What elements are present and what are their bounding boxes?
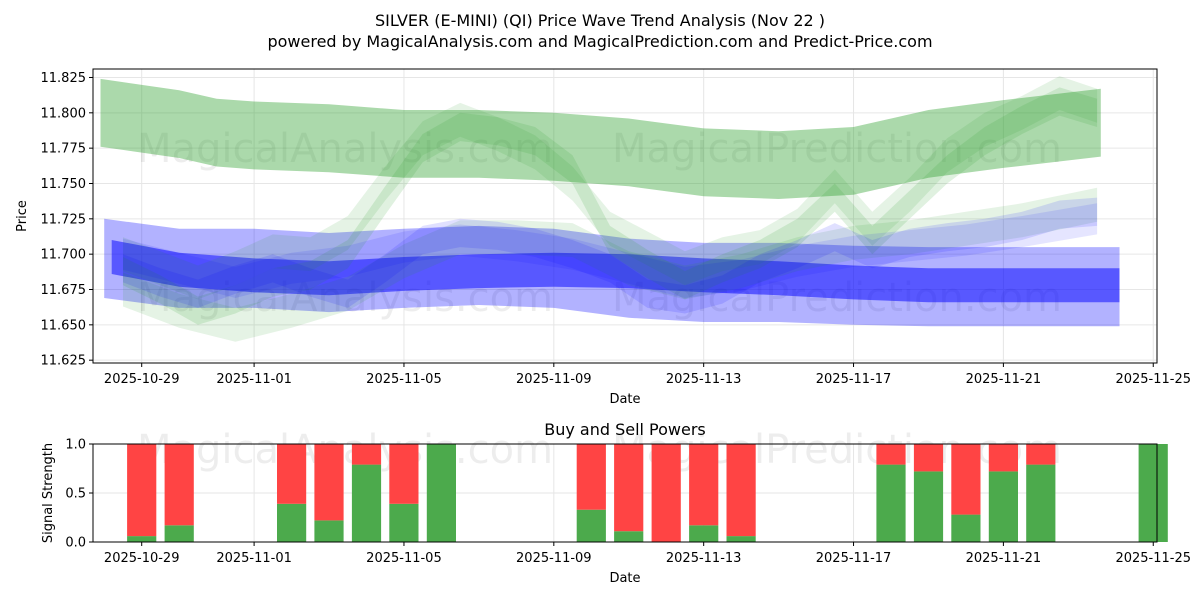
chart-title: SILVER (E-MINI) (QI) Price Wave Trend An… [375, 11, 825, 30]
sell-bar [127, 444, 157, 537]
sell-bar [614, 444, 644, 532]
x-tick-label: 2025-11-17 [816, 372, 892, 387]
x-tick-label: 2025-10-29 [104, 551, 180, 566]
sell-bar [277, 444, 307, 504]
buy-bar [689, 525, 719, 542]
wave-blue-1 [123, 197, 1098, 314]
price-axes-frame [92, 68, 1158, 364]
y-tick-label: 1.0 [65, 438, 86, 453]
wave-green-1 [123, 87, 1098, 325]
buy-bar [1026, 464, 1056, 542]
x-tick-label: 2025-11-21 [966, 551, 1042, 566]
y-tick-label: 11.675 [41, 283, 87, 298]
signal-y-ticks: 0.0 0.5 1.0 [65, 438, 93, 551]
y-tick-label: 11.800 [41, 106, 87, 121]
x-tick-label: 2025-11-01 [216, 372, 292, 387]
buy-bar [426, 444, 456, 542]
y-tick-label: 11.725 [41, 212, 87, 227]
sell-bar [876, 444, 906, 465]
price-x-axis-label: Date [609, 392, 640, 407]
signal-bars [127, 444, 1168, 542]
x-tick-label: 2025-11-21 [966, 372, 1042, 387]
buy-bar [164, 525, 194, 542]
y-tick-label: 11.625 [41, 354, 87, 369]
x-tick-label: 2025-11-05 [366, 551, 442, 566]
signal-x-ticks: 2025-10-29 2025-11-01 2025-11-05 2025-11-09… [104, 542, 1191, 566]
sell-bar [1026, 444, 1056, 465]
sell-bar [314, 444, 344, 521]
watermark-text: MagicalPrediction.com [612, 126, 1062, 172]
buy-sell-panel: Buy and Sell Powers MagicalAnalysis.com … [41, 420, 1191, 586]
buy-bar [951, 514, 981, 542]
buy-bar [351, 464, 382, 542]
signal-y-axis-label: Signal Strength [41, 443, 56, 543]
wave-green-2 [123, 76, 1098, 300]
chart-subtitle: powered by MagicalAnalysis.com and Magic… [267, 32, 932, 51]
sell-bar [689, 444, 719, 526]
y-tick-label: 11.775 [41, 142, 87, 157]
buy-bar [576, 509, 606, 542]
x-tick-label: 2025-11-25 [1115, 551, 1191, 566]
price-wave-panel: MagicalAnalysis.com MagicalPrediction.co… [15, 68, 1191, 407]
x-tick-label: 2025-11-13 [666, 551, 742, 566]
sell-bar [389, 444, 419, 504]
x-tick-label: 2025-11-17 [816, 551, 892, 566]
price-bands [100, 76, 1120, 342]
price-x-ticks: 2025-10-29 2025-11-01 2025-11-05 2025-11-09… [104, 363, 1191, 387]
sell-bar [726, 444, 756, 537]
wave-blue-2 [123, 203, 1098, 298]
buy-bar [988, 471, 1018, 542]
price-y-ticks: 11.625 11.650 11.675 11.700 11.725 11.750 11.7… [41, 71, 93, 369]
y-tick-label: 0.5 [65, 487, 86, 502]
sell-bar [913, 444, 944, 472]
watermark-text: MagicalPrediction.com [612, 427, 1062, 473]
buy-bar [726, 536, 756, 542]
y-tick-label: 0.0 [65, 536, 86, 551]
wave-green-3 [123, 187, 1098, 342]
buy-bar [277, 503, 307, 542]
x-tick-label: 2025-11-01 [216, 551, 292, 566]
blue-main-band [111, 240, 1120, 303]
buy-bar [127, 536, 157, 542]
sell-bar [164, 444, 194, 526]
y-tick-label: 11.700 [41, 248, 87, 263]
x-tick-label: 2025-11-13 [666, 372, 742, 387]
y-tick-label: 11.750 [41, 177, 87, 192]
buy-sell-title: Buy and Sell Powers [544, 420, 706, 439]
buy-bar [389, 503, 419, 542]
y-tick-label: 11.825 [41, 71, 87, 86]
buy-bar [614, 531, 644, 542]
buy-bar [913, 471, 944, 542]
price-y-axis-label: Price [15, 200, 30, 232]
sell-bar [576, 444, 606, 510]
buy-bar [314, 520, 344, 542]
sell-bar [951, 444, 981, 515]
x-tick-label: 2025-10-29 [104, 372, 180, 387]
buy-bar [876, 464, 906, 542]
sell-bar [988, 444, 1018, 472]
buy-bar [1138, 444, 1168, 542]
sell-bar [351, 444, 382, 465]
green-upper-band [100, 78, 1101, 199]
sell-bar [651, 444, 681, 542]
signal-x-axis-label: Date [609, 571, 640, 586]
x-tick-label: 2025-11-25 [1115, 372, 1191, 387]
watermark-text: MagicalAnalysis.com [137, 427, 553, 473]
watermark-text: MagicalAnalysis.com [137, 126, 553, 172]
y-tick-label: 11.650 [41, 318, 87, 333]
x-tick-label: 2025-11-09 [516, 372, 592, 387]
blue-outer-band [104, 218, 1120, 327]
x-tick-label: 2025-11-09 [516, 551, 592, 566]
x-tick-label: 2025-11-05 [366, 372, 442, 387]
